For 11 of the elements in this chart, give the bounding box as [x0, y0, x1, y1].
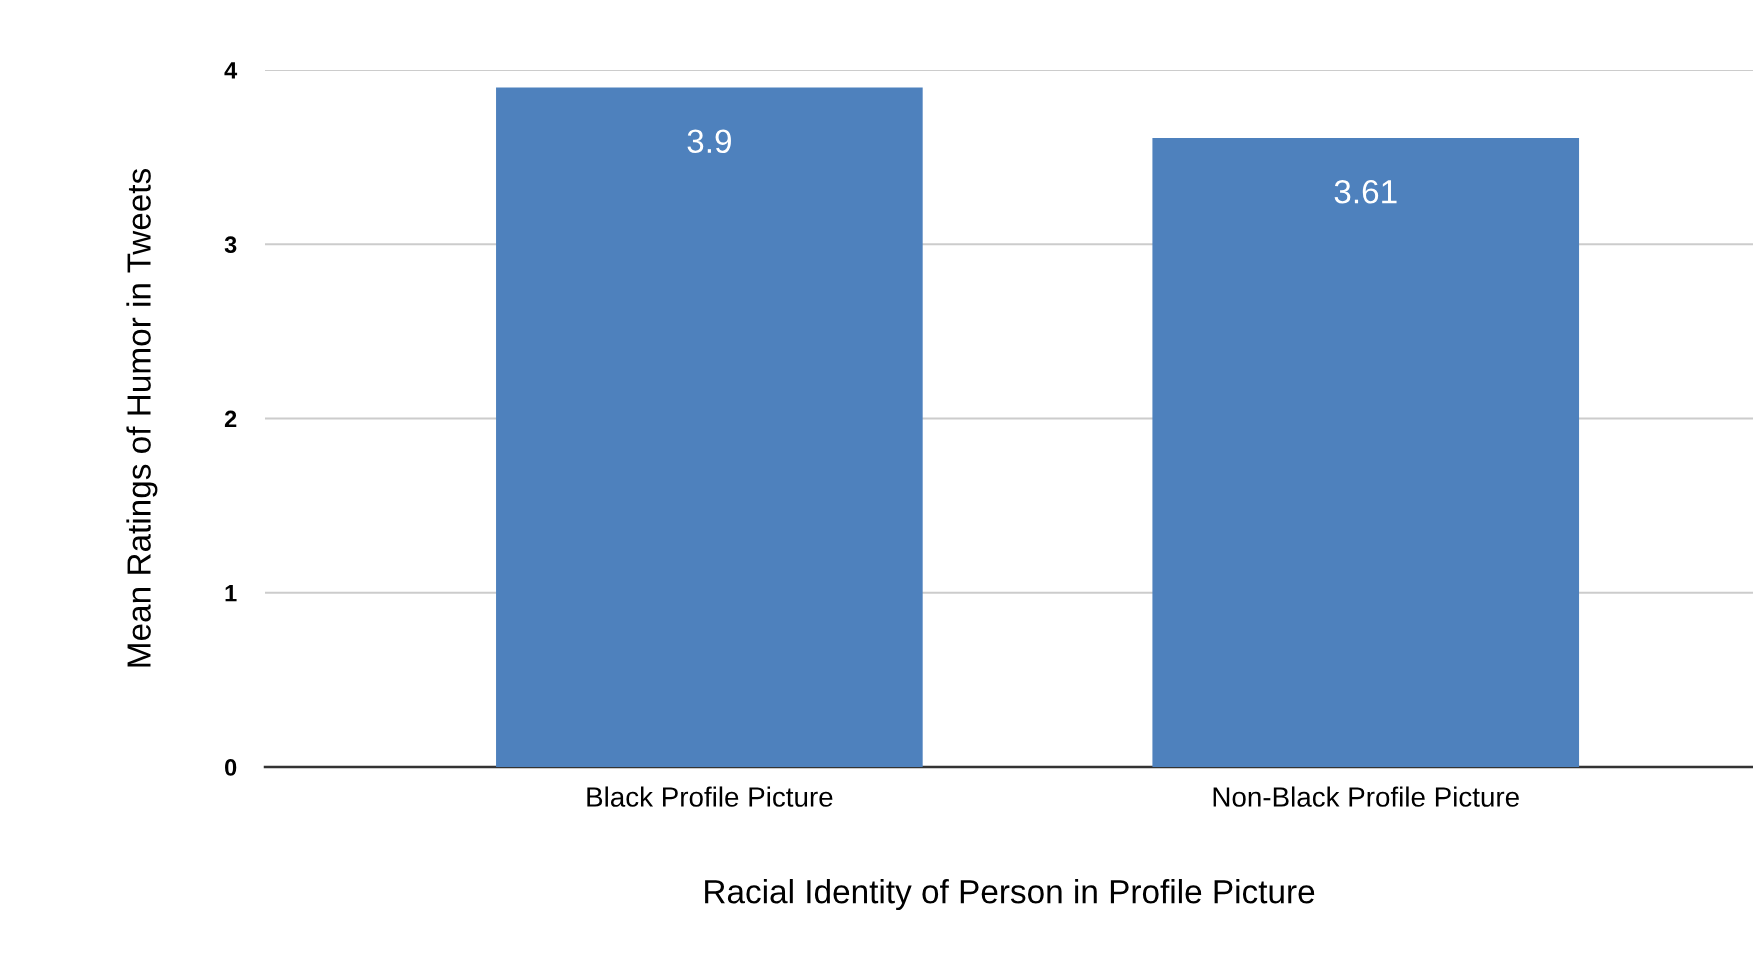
y-tick-label: 4 — [224, 62, 238, 79]
y-tick-label: 2 — [224, 410, 237, 428]
data-label: 3.9 — [687, 129, 731, 154]
y-tick-label: 0 — [225, 759, 237, 776]
data-label: 3.61 — [1334, 179, 1397, 204]
x-tick-label: Black Profile Picture — [587, 786, 833, 807]
y-tick-label: 1 — [225, 585, 237, 602]
x-tick-label: Non-Black Profile Picture — [1213, 786, 1519, 807]
x-axis-title: Racial Identity of Person in Profile Picture — [705, 879, 1315, 911]
y-axis-title: Mean Ratings of Humor in Tweets — [126, 168, 158, 667]
y-tick-label: 3 — [224, 236, 237, 254]
